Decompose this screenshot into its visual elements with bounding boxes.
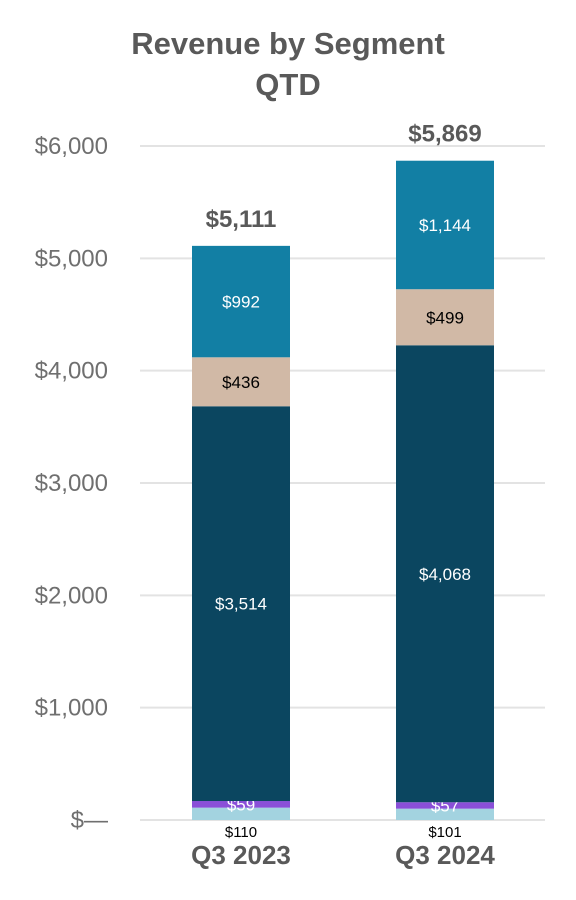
segment-label: $436	[222, 373, 260, 392]
y-tick-label: $6,000	[35, 133, 108, 160]
chart-title-line-1: Revenue by Segment	[131, 26, 445, 61]
y-tick-label: $3,000	[35, 470, 108, 497]
y-tick-label: $4,000	[35, 358, 108, 385]
y-axis: $— $1,000 $2,000 $3,000 $4,000 $5,000 $6,000	[35, 133, 108, 834]
bars: $110$59$3,514$436$992$5,111$101$57$4,068…	[192, 121, 494, 841]
bar-segment	[396, 345, 494, 803]
bar-segment	[396, 289, 494, 346]
bar-segment	[396, 802, 494, 809]
x-axis: Q3 2023 Q3 2024	[191, 840, 495, 870]
segment-label: $499	[426, 308, 464, 327]
total-label: $5,869	[408, 121, 481, 148]
segment-label: $992	[222, 293, 260, 312]
y-tick-label: $—	[71, 807, 108, 834]
y-tick-label: $2,000	[35, 582, 108, 609]
segment-label: $101	[428, 824, 461, 841]
x-tick-label: Q3 2023	[191, 840, 291, 870]
x-tick-label: Q3 2024	[395, 840, 495, 870]
bar-segment	[192, 406, 290, 802]
bar-segment	[396, 160, 494, 290]
segment-label: $3,514	[215, 595, 267, 614]
segment-label: $4,068	[419, 565, 471, 584]
bar-segment	[396, 808, 494, 820]
y-tick-label: $1,000	[35, 695, 108, 722]
bar-segment	[192, 357, 290, 407]
y-tick-label: $5,000	[35, 245, 108, 272]
bar-segment	[192, 801, 290, 808]
segment-label: $110	[225, 824, 257, 841]
bar-segment	[192, 807, 290, 820]
bar-segment	[192, 245, 290, 358]
segment-label: $1,144	[419, 216, 471, 235]
chart-title-line-2: QTD	[255, 67, 320, 102]
total-label: $5,111	[206, 206, 277, 233]
